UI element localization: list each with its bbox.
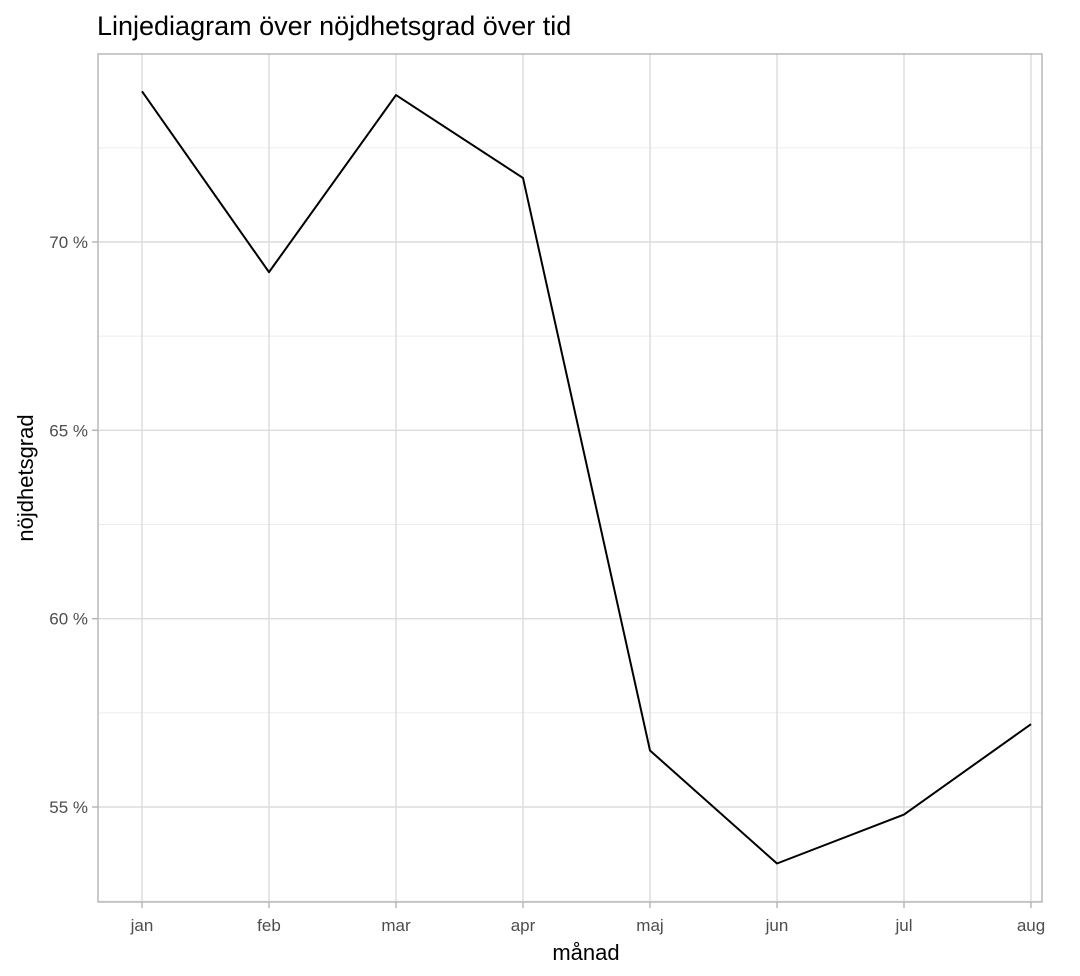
series-line xyxy=(141,90,1032,865)
x-tick-label: apr xyxy=(511,916,536,935)
chart-title: Linjediagram över nöjdhetsgrad över tid xyxy=(97,11,571,41)
x-tick-label: feb xyxy=(257,916,281,935)
x-axis: jan feb mar apr maj jun jul aug xyxy=(130,902,1045,935)
plot-panel-border xyxy=(97,53,1043,903)
x-tick-label: maj xyxy=(636,916,663,935)
x-axis-title: månad xyxy=(552,940,619,965)
x-tick-label: aug xyxy=(1017,916,1045,935)
y-axis-title: nöjdhetsgrad xyxy=(13,414,38,541)
x-tick-label: jun xyxy=(765,916,789,935)
series-layer xyxy=(141,90,1032,865)
y-tick-label: 65 % xyxy=(49,421,88,440)
y-axis: 55 % 60 % 65 % 70 % xyxy=(49,233,98,817)
y-tick-label: 70 % xyxy=(49,233,88,252)
x-tick-label: jul xyxy=(894,916,912,935)
major-gridlines xyxy=(98,54,1042,902)
minor-gridlines xyxy=(98,147,1042,902)
y-tick-label: 60 % xyxy=(49,610,88,629)
x-tick-label: jan xyxy=(130,916,154,935)
x-tick-label: mar xyxy=(381,916,411,935)
y-tick-label: 55 % xyxy=(49,798,88,817)
